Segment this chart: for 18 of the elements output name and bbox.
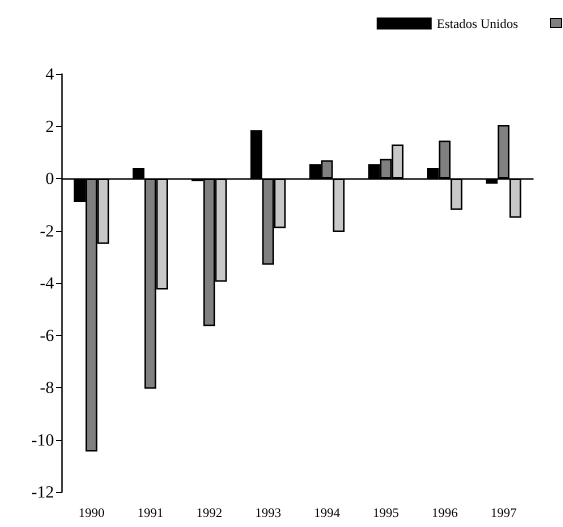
y-tick-label: -10 [31, 430, 54, 450]
y-tick-label: -4 [40, 274, 54, 292]
x-tick-label: 1992 [196, 505, 222, 520]
x-tick-label: 1990 [78, 505, 104, 520]
x-tick-label: 1994 [314, 505, 340, 520]
y-tick-label: -2 [40, 221, 54, 240]
y-tick-label: -12 [31, 482, 54, 502]
y-tick-label: 0 [46, 169, 54, 188]
x-tick-label: 1996 [432, 505, 458, 520]
x-tick-label: 1995 [372, 505, 399, 520]
y-tick-label: 4 [46, 64, 54, 84]
legend-label: Estados Unidos [436, 16, 518, 31]
y-tick-label: -8 [40, 378, 54, 397]
x-tick-label: 1991 [137, 505, 164, 520]
y-tick-label: 2 [46, 116, 54, 136]
y-tick-label: -6 [40, 326, 54, 345]
x-tick-label: 1993 [255, 505, 282, 520]
x-tick-label: 1997 [490, 505, 518, 520]
